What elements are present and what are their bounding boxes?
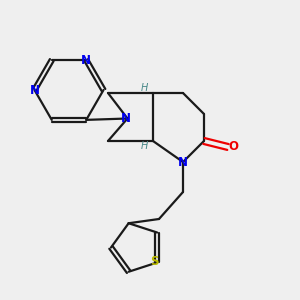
Text: S: S — [151, 255, 159, 268]
Text: H: H — [141, 141, 148, 152]
Text: N: N — [29, 83, 40, 97]
Text: N: N — [121, 112, 131, 125]
Text: N: N — [81, 54, 91, 67]
Text: H: H — [141, 82, 148, 93]
Text: O: O — [228, 140, 239, 154]
Text: N: N — [178, 155, 188, 169]
